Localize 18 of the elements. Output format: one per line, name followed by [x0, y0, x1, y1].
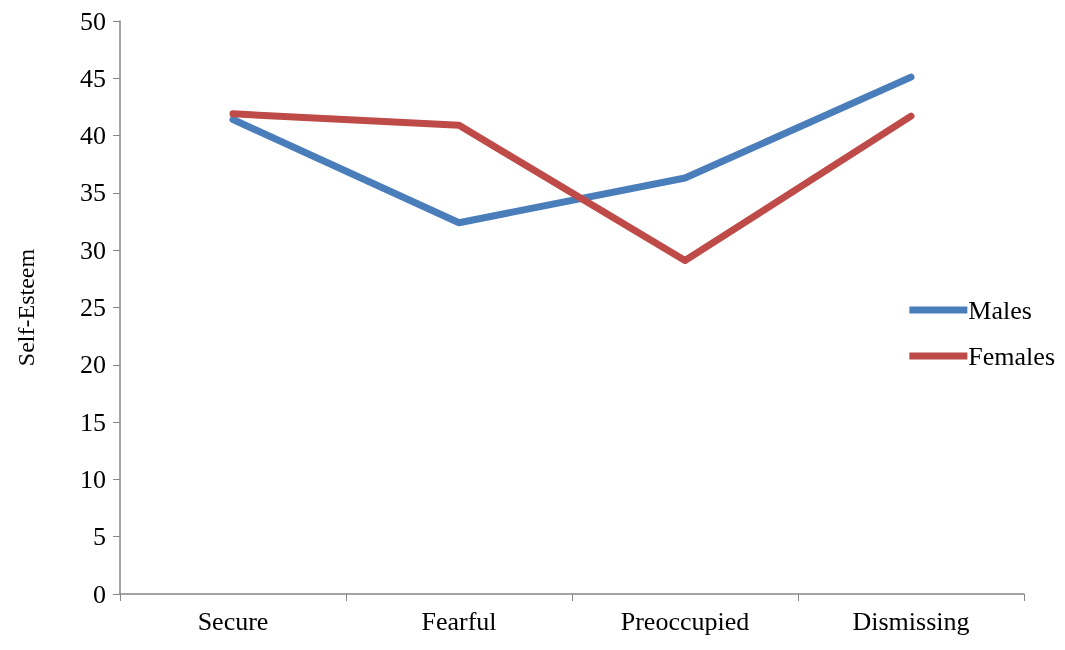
- legend-label: Males: [968, 295, 1032, 325]
- x-tick-label: Secure: [197, 606, 269, 636]
- y-tick-label: 0: [93, 579, 106, 609]
- y-tick-label: 30: [80, 235, 106, 265]
- x-tick-label: Dismissing: [852, 606, 970, 636]
- y-tick-label: 50: [80, 6, 106, 36]
- y-tick-label: 40: [80, 121, 106, 151]
- y-tick-label: 20: [80, 350, 106, 380]
- legend-label: Females: [968, 341, 1056, 371]
- x-tick-label: Preoccupied: [620, 606, 750, 636]
- y-tick-label: 10: [80, 464, 106, 494]
- y-tick-label: 5: [93, 522, 106, 552]
- y-axis-title: Self-Esteem: [13, 248, 39, 367]
- x-tick-label: Fearful: [421, 606, 497, 636]
- y-tick-label: 15: [80, 407, 106, 437]
- y-tick-label: 45: [80, 63, 106, 93]
- y-tick-label: 35: [80, 178, 106, 208]
- y-tick-label: 25: [80, 293, 106, 322]
